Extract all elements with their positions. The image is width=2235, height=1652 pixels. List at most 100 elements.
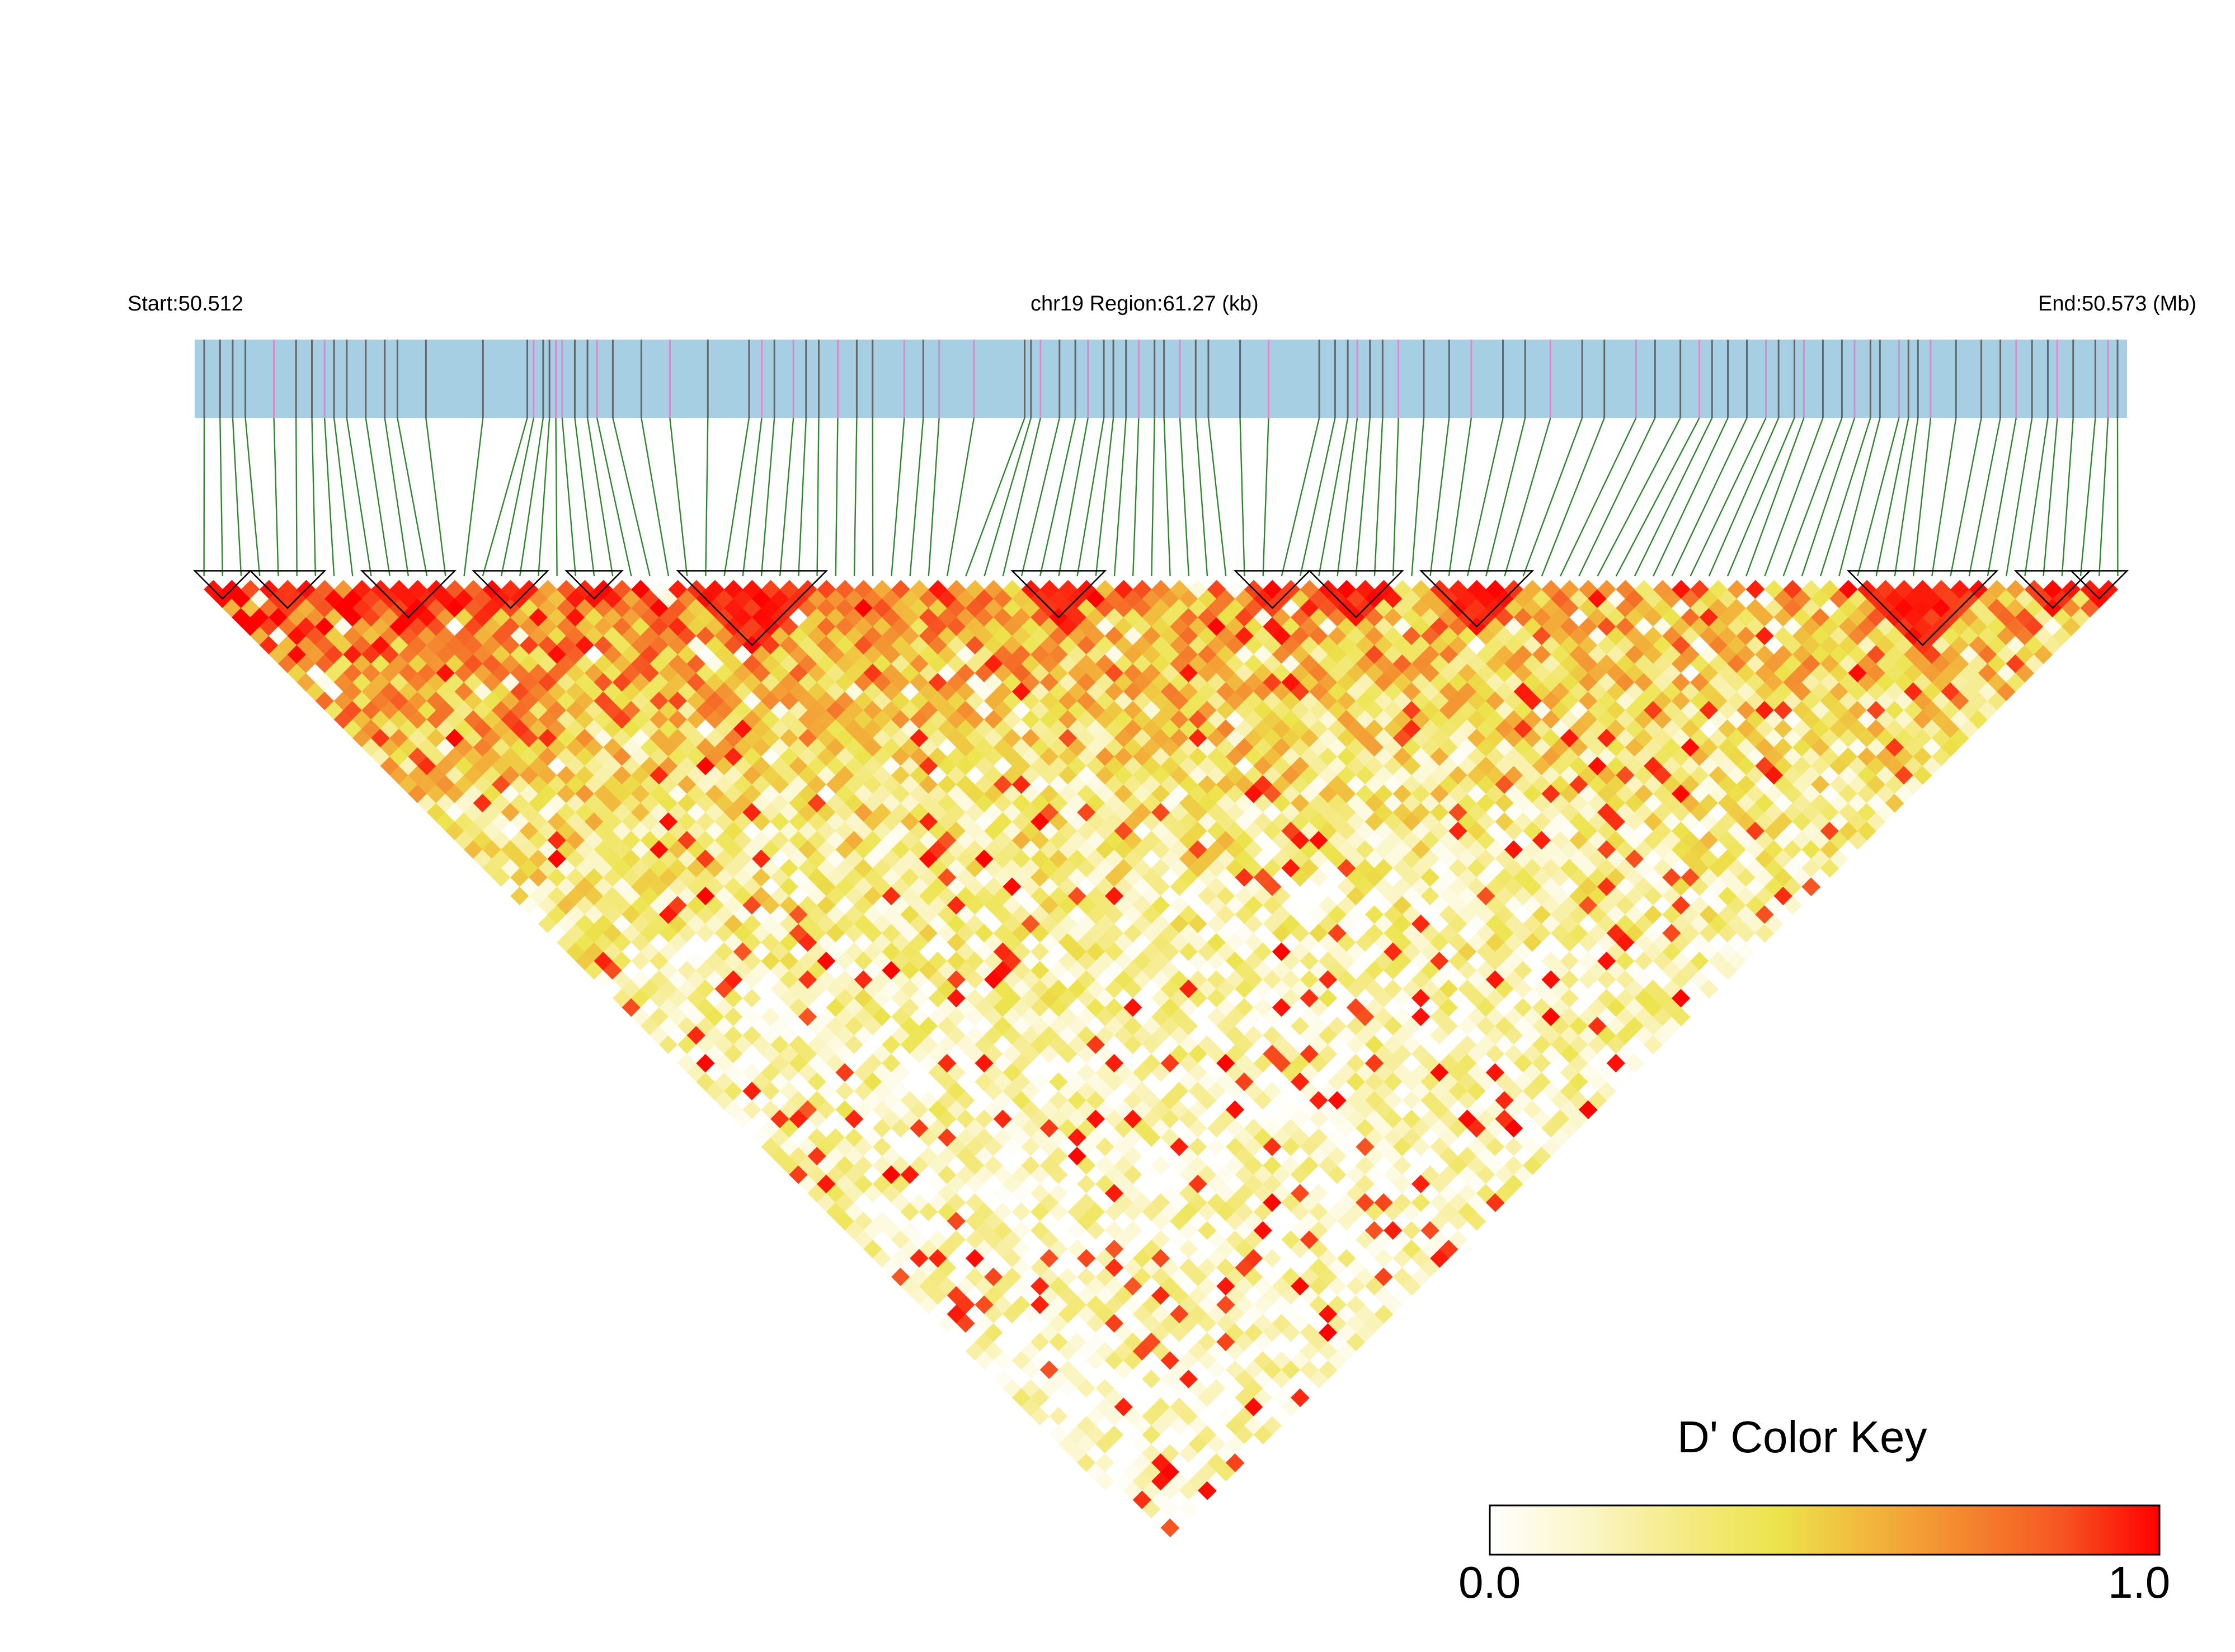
snp-connector bbox=[1262, 417, 1269, 577]
snp-connector bbox=[1207, 417, 1227, 577]
snp-connector bbox=[500, 417, 535, 577]
snp-connector bbox=[2005, 417, 2033, 577]
snp-connector bbox=[835, 417, 839, 577]
snp-connector bbox=[232, 417, 242, 577]
snp-connector bbox=[1708, 417, 1780, 577]
snp-connector bbox=[641, 417, 670, 577]
snp-connector bbox=[946, 417, 975, 577]
snp-connector bbox=[1615, 417, 1700, 577]
snp-connector bbox=[1950, 417, 1982, 577]
snp-connector bbox=[519, 417, 544, 577]
snp-connector bbox=[273, 417, 279, 577]
snp-connector bbox=[463, 417, 484, 577]
snp-connector bbox=[1318, 417, 1349, 577]
snp-connector bbox=[1726, 417, 1795, 577]
snp-connector bbox=[1634, 417, 1713, 577]
snp-connector bbox=[1002, 417, 1042, 577]
snp-connector bbox=[742, 417, 763, 577]
snp-connector bbox=[1039, 417, 1076, 577]
snp-connector bbox=[1392, 417, 1399, 577]
snp-connector bbox=[1448, 417, 1472, 577]
snp-connector bbox=[384, 417, 410, 577]
snp-connector bbox=[561, 417, 577, 577]
snp-connector bbox=[1653, 417, 1729, 577]
snp-connector bbox=[1163, 417, 1171, 577]
snp-connector bbox=[760, 417, 775, 577]
snp-connector bbox=[1819, 417, 1871, 577]
snp-connector bbox=[1578, 417, 1656, 577]
snp-connector bbox=[1132, 417, 1140, 577]
snp-connector bbox=[1690, 417, 1767, 577]
snp-connector bbox=[2043, 417, 2058, 577]
snp-connector bbox=[1801, 417, 1856, 577]
snp-connector bbox=[1838, 417, 1881, 577]
snp-connector bbox=[984, 417, 1032, 577]
snp-position-markers bbox=[203, 340, 2119, 418]
snp-connector bbox=[1597, 417, 1681, 577]
snp-connector bbox=[1299, 417, 1336, 577]
snp-connector bbox=[1782, 417, 1843, 577]
snp-connector bbox=[1541, 417, 1605, 577]
snp-connector bbox=[1373, 417, 1384, 577]
snp-connector bbox=[965, 417, 1025, 577]
snp-connector bbox=[723, 417, 750, 577]
snp-connector bbox=[555, 417, 558, 577]
snp-connector bbox=[1559, 417, 1637, 577]
snp-connector bbox=[1745, 417, 1805, 577]
snp-connector bbox=[219, 417, 224, 577]
snp-connector bbox=[891, 417, 905, 577]
snp-connector bbox=[928, 417, 940, 577]
snp-connector bbox=[779, 417, 794, 577]
snp-connector bbox=[1522, 417, 1583, 577]
snp-connector bbox=[853, 417, 858, 577]
snp-connector bbox=[596, 417, 632, 577]
snp-connector bbox=[586, 417, 614, 577]
snp-connector bbox=[2061, 417, 2074, 577]
snp-connector bbox=[425, 417, 446, 577]
snp-connector bbox=[397, 417, 428, 577]
snp-connector bbox=[295, 417, 298, 577]
snp-connector bbox=[2079, 417, 2096, 577]
snp-connector bbox=[1875, 417, 1909, 577]
snp-connector bbox=[1504, 417, 1551, 577]
snp-connector bbox=[1429, 417, 1450, 577]
snp-connector bbox=[1987, 417, 2017, 577]
snp-connector bbox=[1095, 417, 1114, 577]
snp-connector bbox=[244, 417, 261, 577]
snp-connector bbox=[1411, 417, 1425, 577]
snp-connector bbox=[574, 417, 595, 577]
snp-connector bbox=[323, 417, 335, 577]
snp-connector bbox=[1857, 417, 1900, 577]
snp-connector bbox=[705, 417, 709, 577]
snp-connector bbox=[1968, 417, 2001, 577]
snp-connector-lines bbox=[203, 417, 2119, 577]
snp-connector bbox=[538, 417, 550, 577]
snp-connector bbox=[1485, 417, 1526, 577]
snp-connector bbox=[1355, 417, 1371, 577]
snp-connector bbox=[816, 417, 820, 577]
snp-connector bbox=[1020, 417, 1060, 577]
snp-connector bbox=[1912, 417, 1932, 577]
snp-connector bbox=[333, 417, 354, 577]
snp-connector bbox=[2098, 417, 2109, 577]
snp-connector bbox=[798, 417, 807, 577]
snp-connector bbox=[1076, 417, 1105, 577]
snp-connector bbox=[1179, 417, 1190, 577]
snp-connector bbox=[1671, 417, 1748, 577]
snp-connector bbox=[346, 417, 372, 577]
snp-connector bbox=[1151, 417, 1155, 577]
snp-connector bbox=[311, 417, 317, 577]
snp-connector bbox=[612, 417, 651, 577]
snp-connector bbox=[1764, 417, 1824, 577]
snp-connector bbox=[365, 417, 390, 577]
snp-connector bbox=[482, 417, 528, 577]
snp-connector bbox=[1239, 417, 1245, 577]
snp-connector bbox=[1281, 417, 1320, 577]
snp-connector bbox=[909, 417, 924, 577]
ld-heatmap bbox=[204, 580, 2118, 1547]
chromosome-region-track bbox=[195, 340, 2127, 418]
snp-connector bbox=[1894, 417, 1919, 577]
snp-connector bbox=[1466, 417, 1504, 577]
snp-connector bbox=[2024, 417, 2049, 577]
snp-connector bbox=[1058, 417, 1089, 577]
